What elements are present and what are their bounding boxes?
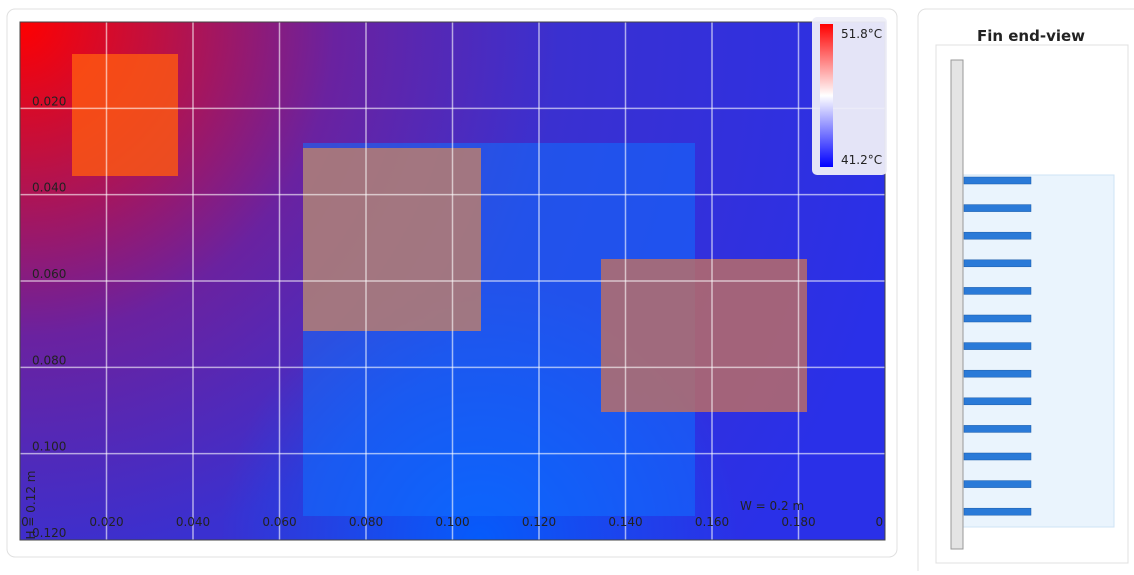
x-tick-label: 0.020 <box>89 515 123 529</box>
height-label: H = 0.12 m <box>24 471 38 540</box>
fin <box>963 425 1032 433</box>
x-tick-label: 0.040 <box>176 515 210 529</box>
fin <box>963 231 1032 240</box>
fin <box>963 369 1032 378</box>
fin <box>963 314 1032 323</box>
fin <box>963 480 1032 488</box>
fins <box>963 176 1032 516</box>
x-tick-label: 0.140 <box>608 515 642 529</box>
x-tick-label: 0 <box>21 515 29 529</box>
colorbar-max: 51.8°C <box>841 27 882 41</box>
component <box>72 54 178 176</box>
y-tick-label: 0.100 <box>32 440 66 454</box>
x-tick-label: 0.060 <box>262 515 296 529</box>
fin <box>963 507 1032 516</box>
x-tick-label: 0.120 <box>522 515 556 529</box>
fin <box>963 176 1032 185</box>
base-plate <box>950 59 964 550</box>
y-tick-label: 0.040 <box>32 181 66 195</box>
component <box>303 148 481 331</box>
x-tick-label: 0.080 <box>349 515 383 529</box>
plot-frame <box>19 21 886 541</box>
colorbar-min: 41.2°C <box>841 153 882 167</box>
width-label: W = 0.2 m <box>740 499 804 513</box>
y-tick-label: 0.120 <box>32 526 66 540</box>
fin <box>963 397 1032 406</box>
x-tick-label: 0.100 <box>435 515 469 529</box>
fin <box>963 452 1032 461</box>
component <box>601 259 807 412</box>
fin <box>963 287 1032 295</box>
colorbar <box>820 24 833 167</box>
heatmap-plot: 0 0.020 0.040 0.060 0.080 0.100 0.120 0.140 0.16… <box>20 22 894 540</box>
x-tick-label: 0.2 <box>875 515 894 529</box>
fin-title: Fin end-view <box>977 27 1085 45</box>
fin <box>963 342 1032 350</box>
fin <box>963 259 1032 268</box>
x-tick-label: 0.160 <box>695 515 729 529</box>
y-tick-label: 0.080 <box>32 353 66 367</box>
fin <box>963 204 1032 212</box>
fin-envelope <box>962 174 1115 528</box>
x-tick-label: 0.180 <box>781 515 815 529</box>
y-tick-label: 0.020 <box>32 94 66 108</box>
y-tick-label: 0.060 <box>32 267 66 281</box>
